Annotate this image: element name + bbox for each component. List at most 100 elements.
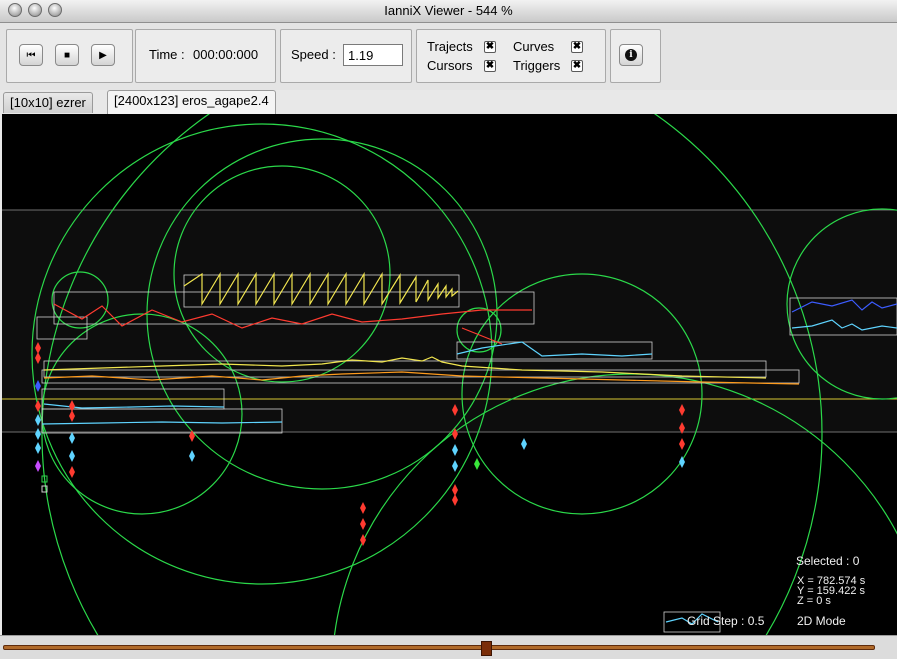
trigger[interactable] <box>360 534 366 546</box>
curve-box[interactable] <box>41 408 283 434</box>
trajectory-circle[interactable] <box>173 165 391 383</box>
score-drawing[interactable] <box>2 114 897 635</box>
blue-curve[interactable] <box>791 299 897 313</box>
tab-eros-agape[interactable]: [2400x123] eros_agape2.4 <box>107 90 276 114</box>
red-curve[interactable] <box>53 303 532 329</box>
trajectory-circle[interactable] <box>456 307 502 353</box>
curves-group <box>41 271 897 625</box>
trigger[interactable] <box>35 460 41 472</box>
trajectory-circle[interactable] <box>461 273 703 515</box>
time-value: 000:00:000 <box>193 47 259 62</box>
curve-box[interactable] <box>43 360 767 378</box>
trigger[interactable] <box>189 450 195 462</box>
cyan-curve-bottom[interactable] <box>665 613 719 625</box>
trigger[interactable] <box>452 404 458 416</box>
trigger[interactable] <box>69 400 75 412</box>
trigger[interactable] <box>35 400 41 412</box>
time-label: Time : <box>149 47 185 62</box>
curves-checkbox[interactable]: ✖ <box>571 41 583 53</box>
trigger[interactable] <box>41 475 48 483</box>
cursors-checkbox[interactable]: ✖ <box>484 60 496 72</box>
cursor-y: Y = 159.422 s <box>797 585 865 597</box>
trigger[interactable] <box>452 460 458 472</box>
curve-box[interactable] <box>183 274 460 308</box>
info-icon: i <box>625 49 637 61</box>
trigger[interactable] <box>452 444 458 456</box>
triggers-label: Triggers <box>513 58 561 73</box>
curve-box[interactable] <box>41 369 800 384</box>
trigger[interactable] <box>474 458 480 470</box>
trigger[interactable] <box>452 484 458 496</box>
view-mode: 2D Mode <box>797 614 846 628</box>
trigger[interactable] <box>679 438 685 450</box>
red-curve-short[interactable] <box>461 327 503 345</box>
cyan-curve-lower[interactable] <box>41 421 283 425</box>
stop-button[interactable]: ■ <box>55 44 79 66</box>
cyan-curve-right[interactable] <box>456 341 653 357</box>
sawtooth-curve[interactable] <box>183 271 459 307</box>
title-bar: IanniX Viewer - 544 % <box>0 0 897 23</box>
trajects-checkbox[interactable]: ✖ <box>484 41 496 53</box>
trajectory-circle[interactable] <box>41 114 823 635</box>
trigger[interactable] <box>679 404 685 416</box>
yellow-curve[interactable] <box>43 356 767 379</box>
info-button[interactable]: i <box>619 44 643 66</box>
trigger[interactable] <box>35 342 41 354</box>
close-window-button[interactable] <box>8 3 22 17</box>
rewind-button[interactable]: ⏮ <box>19 44 43 66</box>
trigger[interactable] <box>360 502 366 514</box>
curve-box[interactable] <box>789 297 897 336</box>
curves-label: Curves <box>513 39 555 54</box>
visibility-panel: Trajects ✖ Cursors ✖ Curves ✖ Triggers ✖ <box>416 29 606 83</box>
triggers-checkbox[interactable]: ✖ <box>571 60 583 72</box>
trigger[interactable] <box>35 442 41 454</box>
tab-ezrer[interactable]: [10x10] ezrer <box>3 92 93 113</box>
selected-count: Selected : 0 <box>796 554 860 568</box>
curve-box[interactable] <box>36 316 88 340</box>
minimize-window-button[interactable] <box>28 3 42 17</box>
zoom-window-button[interactable] <box>48 3 62 17</box>
orange-curve[interactable] <box>43 371 800 385</box>
rewind-icon: ⏮ <box>26 49 36 61</box>
timeline-bar <box>0 635 897 659</box>
trajectory-circle[interactable] <box>51 271 109 329</box>
transport-panel: ⏮ ■ ▶ <box>6 29 133 83</box>
time-panel: Time : 000:00:000 <box>135 29 276 83</box>
triggers-group <box>35 342 685 546</box>
curve-box[interactable] <box>663 611 721 633</box>
trigger[interactable] <box>69 466 75 478</box>
trigger[interactable] <box>35 380 41 392</box>
play-icon: ▶ <box>99 49 107 61</box>
trigger[interactable] <box>679 422 685 434</box>
trigger[interactable] <box>360 518 366 530</box>
trigger[interactable] <box>521 438 527 450</box>
play-button[interactable]: ▶ <box>91 44 115 66</box>
trigger[interactable] <box>35 352 41 364</box>
cursor-z: Z = 0 s <box>797 595 831 607</box>
score-canvas[interactable]: Selected : 0 X = 782.574 s Y = 159.422 s… <box>2 114 897 635</box>
trigger[interactable] <box>69 410 75 422</box>
trajectory-circle[interactable] <box>786 208 897 400</box>
curve-boxes <box>36 274 897 633</box>
timeline-track[interactable] <box>3 645 875 650</box>
trigger[interactable] <box>189 430 195 442</box>
trigger[interactable] <box>41 485 48 493</box>
stop-icon: ■ <box>63 49 71 61</box>
curve-box[interactable] <box>53 291 535 325</box>
trigger[interactable] <box>679 456 685 468</box>
trajects-label: Trajects <box>427 39 473 54</box>
trigger[interactable] <box>69 432 75 444</box>
curve-box[interactable] <box>456 341 653 360</box>
document-tabs: [10x10] ezrer [2400x123] eros_agape2.4 <box>0 90 897 114</box>
grid-band <box>2 210 897 432</box>
trigger[interactable] <box>452 494 458 506</box>
trigger[interactable] <box>452 428 458 440</box>
speed-label: Speed : <box>291 47 336 62</box>
cyan-curve-far-right[interactable] <box>791 319 897 331</box>
speed-input[interactable] <box>343 44 403 66</box>
trigger[interactable] <box>35 414 41 426</box>
trigger[interactable] <box>69 450 75 462</box>
timeline-slider-thumb[interactable] <box>481 641 493 656</box>
trigger[interactable] <box>35 428 41 440</box>
speed-panel: Speed : <box>280 29 412 83</box>
